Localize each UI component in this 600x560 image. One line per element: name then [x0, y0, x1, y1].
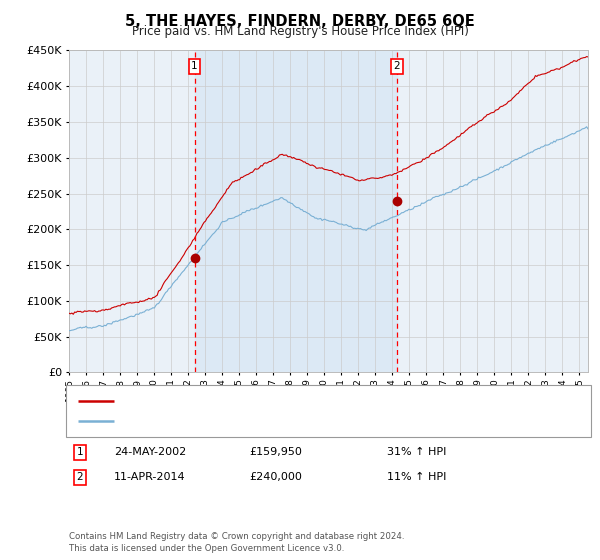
Text: 11% ↑ HPI: 11% ↑ HPI — [387, 472, 446, 482]
Text: 1: 1 — [76, 447, 83, 458]
Text: 11-APR-2014: 11-APR-2014 — [114, 472, 185, 482]
Text: Price paid vs. HM Land Registry's House Price Index (HPI): Price paid vs. HM Land Registry's House … — [131, 25, 469, 38]
Bar — [194, 50, 397, 372]
Text: 31% ↑ HPI: 31% ↑ HPI — [387, 447, 446, 458]
Text: 24-MAY-2002: 24-MAY-2002 — [114, 447, 186, 458]
Text: 1: 1 — [191, 61, 198, 71]
Text: 5, THE HAYES, FINDERN, DERBY, DE65 6QE (detached house): 5, THE HAYES, FINDERN, DERBY, DE65 6QE (… — [123, 396, 441, 406]
Text: £240,000: £240,000 — [249, 472, 302, 482]
Text: 2: 2 — [76, 472, 83, 482]
Text: 5, THE HAYES, FINDERN, DERBY, DE65 6QE: 5, THE HAYES, FINDERN, DERBY, DE65 6QE — [125, 14, 475, 29]
Text: HPI: Average price, detached house, South Derbyshire: HPI: Average price, detached house, Sout… — [123, 416, 407, 426]
Text: £159,950: £159,950 — [249, 447, 302, 458]
Text: 2: 2 — [394, 61, 400, 71]
Text: Contains HM Land Registry data © Crown copyright and database right 2024.
This d: Contains HM Land Registry data © Crown c… — [69, 533, 404, 553]
